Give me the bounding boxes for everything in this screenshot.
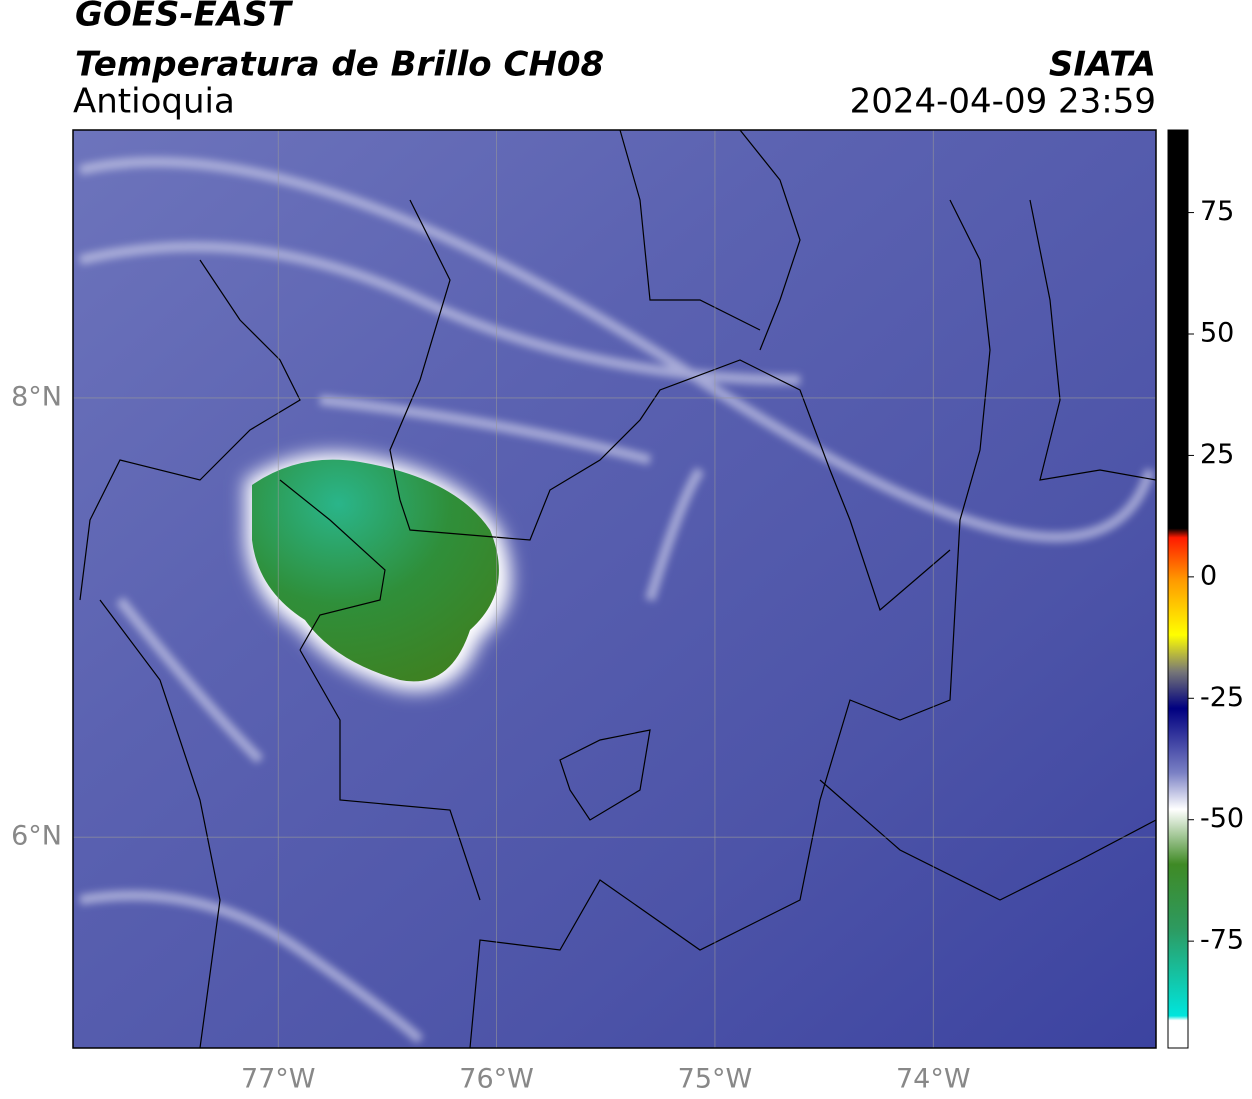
lon-tick-label: 76°W (459, 1064, 534, 1095)
lon-tick-label: 74°W (896, 1064, 971, 1095)
graticule (73, 130, 1156, 1048)
lon-tick-label: 77°W (241, 1064, 316, 1095)
lat-tick-label: 8°N (11, 381, 62, 412)
colorbar-tick-label: -50 (1200, 803, 1244, 834)
colorbar-tick-label: 50 (1200, 318, 1234, 349)
map-frame (72, 129, 1157, 1049)
title: GOES-EAST (75, 0, 294, 35)
map-background (73, 130, 1156, 1048)
borders (79, 130, 1156, 1048)
colorbar (1167, 129, 1189, 1049)
datetime: 2024-04-09 23:59 (850, 82, 1156, 122)
subtitle: Temperatura de Brillo CH08 (75, 45, 604, 85)
lat-tick-label: 6°N (11, 821, 62, 852)
cloud-streaks (78, 156, 1155, 1044)
colorbar-tick-label: -75 (1200, 925, 1244, 956)
region: Antioquia (73, 82, 235, 122)
colorbar-tick-label: 25 (1200, 439, 1234, 470)
map (73, 130, 1156, 1048)
colorbar-tick-label: 75 (1200, 196, 1234, 227)
source: SIATA (1049, 45, 1156, 85)
colorbar-tick-label: 0 (1200, 560, 1217, 591)
lon-tick-label: 75°W (678, 1064, 753, 1095)
colorbar-tick-label: -25 (1200, 682, 1244, 713)
